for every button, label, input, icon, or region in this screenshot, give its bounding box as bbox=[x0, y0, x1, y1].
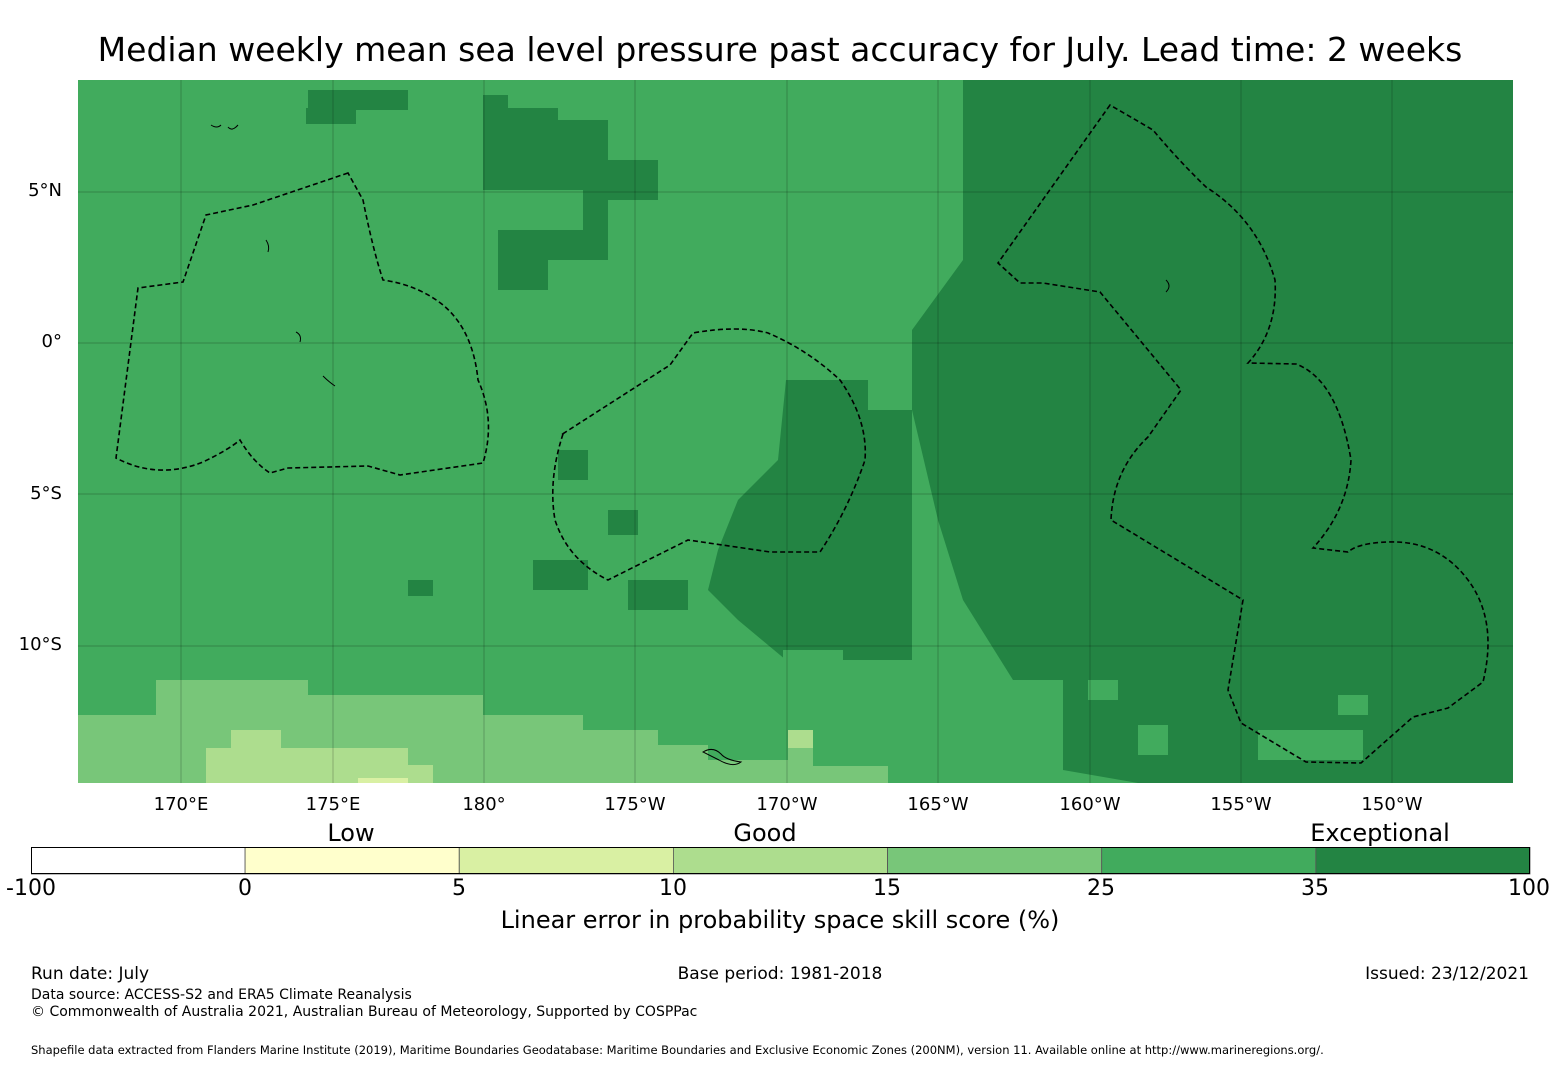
colorbar-tick: 5 bbox=[452, 876, 466, 901]
skill-score-map bbox=[78, 80, 1513, 783]
eez-kiribati-line bbox=[996, 103, 1489, 764]
lon-label-175w: 175°W bbox=[604, 794, 666, 815]
lat-label-10s: 10°S bbox=[18, 634, 62, 655]
colorbar-segment bbox=[458, 847, 674, 875]
graticule bbox=[78, 80, 1513, 783]
colorbar bbox=[31, 847, 1531, 875]
colorbar-segment bbox=[887, 847, 1103, 875]
fair-skill-region bbox=[206, 730, 813, 783]
lon-label-170w: 170°W bbox=[756, 794, 818, 815]
eez-boundaries bbox=[115, 103, 1489, 764]
marginal-skill-region bbox=[358, 778, 408, 783]
map-title: Median weekly mean sea level pressure pa… bbox=[97, 30, 1463, 69]
category-exceptional: Exceptional bbox=[1310, 819, 1450, 847]
colorbar-tick: 0 bbox=[238, 876, 252, 901]
copyright: © Commonwealth of Australia 2021, Austra… bbox=[31, 1004, 698, 1020]
colorbar-tick: 100 bbox=[1508, 876, 1550, 901]
colorbar-tick: -100 bbox=[6, 876, 56, 901]
islands bbox=[210, 124, 1170, 766]
lon-label-155w: 155°W bbox=[1210, 794, 1272, 815]
eez-kiribati-gilbert bbox=[115, 172, 490, 476]
lon-label-150w: 150°W bbox=[1361, 794, 1423, 815]
lon-label-165w: 165°W bbox=[907, 794, 969, 815]
colorbar-segment bbox=[673, 847, 888, 875]
lon-label-170e: 170°E bbox=[153, 794, 209, 815]
category-good: Good bbox=[733, 819, 797, 847]
lon-label-180: 180° bbox=[462, 794, 506, 815]
lat-label-0: 0° bbox=[41, 331, 62, 352]
shapefile-credit: Shapefile data extracted from Flanders M… bbox=[31, 1043, 1324, 1057]
base-period: Base period: 1981-2018 bbox=[677, 964, 883, 984]
colorbar-segment bbox=[1101, 847, 1317, 875]
exceptional-skill-region bbox=[306, 80, 1513, 783]
colorbar-tick: 35 bbox=[1301, 876, 1329, 901]
colorbar-label: Linear error in probability space skill … bbox=[500, 906, 1060, 934]
lon-label-175e: 175°E bbox=[305, 794, 361, 815]
data-source: Data source: ACCESS-S2 and ERA5 Climate … bbox=[31, 987, 412, 1003]
colorbar-segment bbox=[31, 847, 246, 875]
good-skill-region bbox=[508, 92, 1368, 783]
lat-label-5s: 5°S bbox=[30, 483, 62, 504]
run-date: Run date: July bbox=[31, 964, 150, 984]
eez-tokelau-samoa bbox=[551, 328, 867, 581]
colorbar-tick: 10 bbox=[659, 876, 687, 901]
colorbar-segment bbox=[1315, 847, 1531, 875]
category-low: Low bbox=[327, 819, 375, 847]
colorbar-tick: 25 bbox=[1087, 876, 1115, 901]
issued-date: Issued: 23/12/2021 bbox=[1365, 964, 1529, 984]
lon-label-160w: 160°W bbox=[1059, 794, 1121, 815]
colorbar-tick: 15 bbox=[873, 876, 901, 901]
colorbar-segment bbox=[244, 847, 460, 875]
lat-label-5n: 5°N bbox=[28, 180, 62, 201]
